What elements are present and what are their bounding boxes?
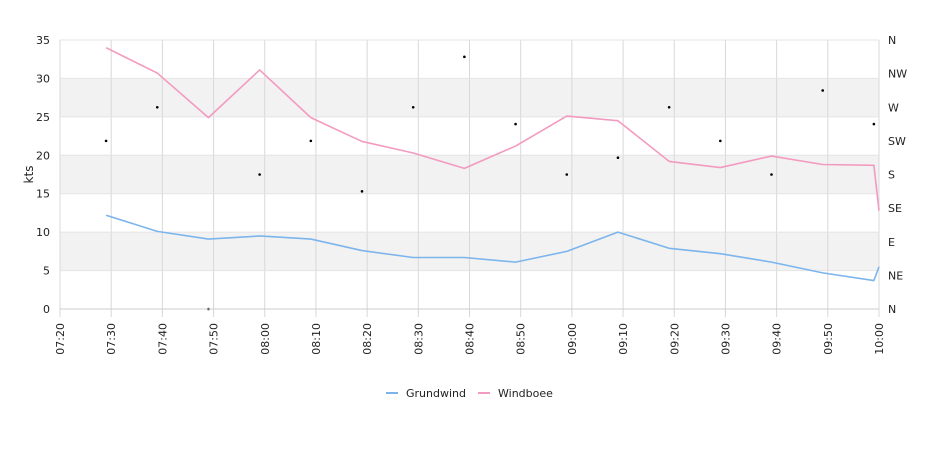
y-tick-label: 20 bbox=[36, 149, 50, 162]
x-tick-label: 07:20 bbox=[54, 323, 67, 355]
y-tick-label: 15 bbox=[36, 188, 50, 201]
right-axis-tick-label: SE bbox=[888, 202, 902, 215]
x-tick-label: 09:20 bbox=[668, 323, 681, 355]
x-tick-label: 09:00 bbox=[566, 323, 579, 355]
x-tick-label: 07:40 bbox=[156, 323, 169, 355]
direction-point bbox=[514, 122, 517, 126]
x-tick-label: 09:10 bbox=[617, 323, 630, 355]
direction-point bbox=[719, 139, 722, 143]
direction-point bbox=[309, 139, 313, 143]
direction-point bbox=[821, 89, 824, 92]
x-tick-label: 10:00 bbox=[873, 323, 886, 355]
x-tick-label: 07:50 bbox=[208, 323, 221, 355]
right-axis-tick-label: SW bbox=[888, 135, 906, 148]
y-tick-label: 10 bbox=[36, 226, 50, 239]
y-tick-label: 5 bbox=[43, 265, 50, 278]
direction-point bbox=[155, 105, 159, 109]
right-axis-tick-label: S bbox=[888, 169, 895, 182]
x-tick-label: 09:40 bbox=[771, 323, 784, 355]
direction-point bbox=[104, 139, 108, 143]
x-tick-label: 08:30 bbox=[412, 323, 425, 355]
direction-point bbox=[667, 105, 671, 109]
direction-point bbox=[463, 55, 466, 59]
direction-point bbox=[258, 173, 261, 176]
right-axis-tick-label: E bbox=[888, 236, 895, 249]
direction-point bbox=[411, 105, 415, 109]
legend-label: Windboee bbox=[498, 387, 553, 400]
y-tick-label: 25 bbox=[36, 111, 50, 124]
series-line-windboee bbox=[105, 46, 880, 211]
y-tick-label: 35 bbox=[36, 34, 50, 47]
x-tick-label: 08:00 bbox=[259, 323, 272, 355]
legend-label: Grundwind bbox=[406, 387, 466, 400]
series-line-grundwind bbox=[105, 214, 880, 282]
direction-point bbox=[770, 173, 773, 176]
right-axis-tick-label: N bbox=[888, 303, 896, 316]
x-tick-label: 08:20 bbox=[361, 323, 374, 355]
direction-point bbox=[872, 122, 876, 126]
direction-point bbox=[565, 173, 569, 176]
x-tick-label: 09:50 bbox=[822, 323, 835, 355]
right-axis-tick-label: W bbox=[888, 101, 899, 114]
x-tick-label: 08:50 bbox=[515, 323, 528, 355]
x-tick-label: 08:40 bbox=[464, 323, 477, 355]
y-axis-title: kts bbox=[22, 166, 36, 184]
right-axis-tick-label: NW bbox=[888, 68, 907, 81]
x-tick-label: 09:30 bbox=[719, 323, 732, 355]
right-axis-tick-label: N bbox=[888, 34, 896, 47]
right-axis-tick-label: NE bbox=[888, 269, 903, 282]
x-tick-label: 07:30 bbox=[105, 323, 118, 355]
y-tick-label: 0 bbox=[43, 303, 50, 316]
direction-point bbox=[360, 190, 364, 193]
direction-point bbox=[616, 156, 620, 159]
x-tick-label: 08:10 bbox=[310, 323, 323, 355]
y-tick-label: 30 bbox=[36, 72, 50, 85]
